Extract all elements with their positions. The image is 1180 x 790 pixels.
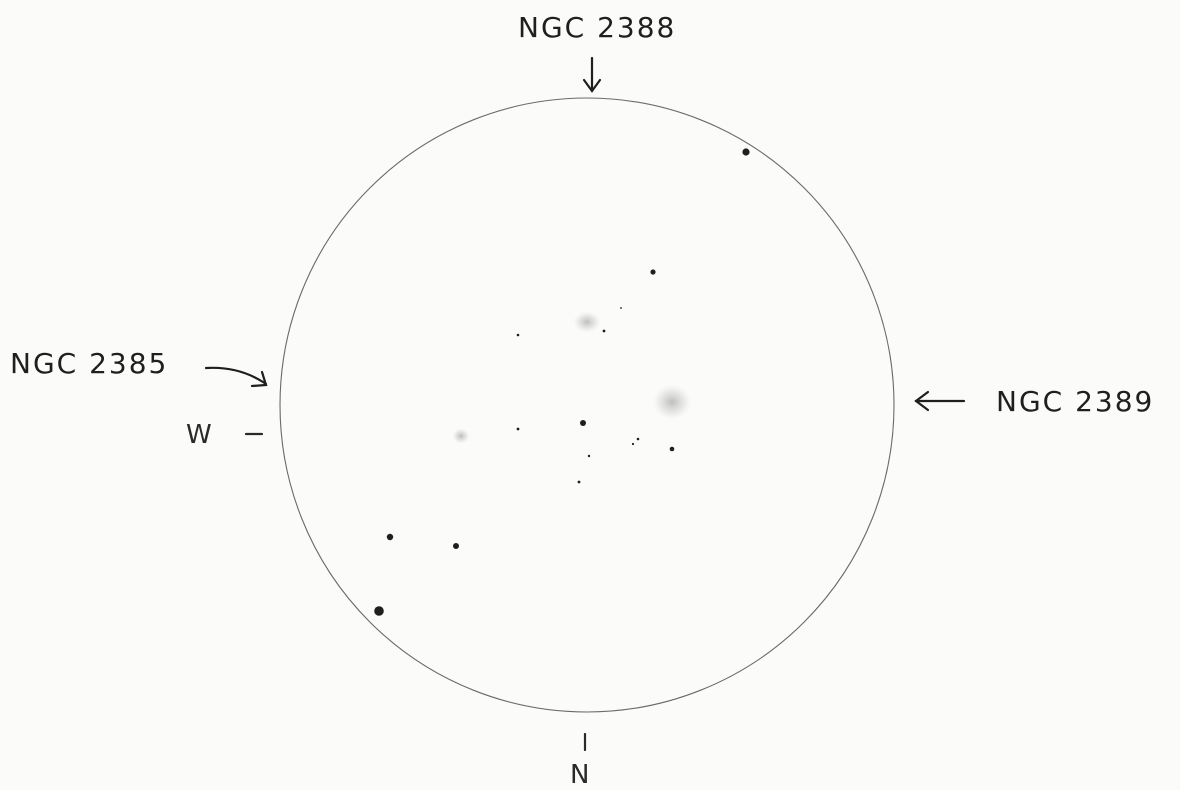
star — [386, 533, 394, 541]
label-ngc2389: NGC 2389 — [996, 385, 1155, 418]
star — [587, 454, 591, 458]
direction-label-north: N — [570, 760, 590, 790]
star — [602, 329, 606, 333]
galaxy-ngc2385-smudge — [452, 428, 470, 444]
star — [577, 480, 581, 484]
star — [516, 427, 520, 431]
field-of-view-circle — [279, 97, 895, 713]
arrow-left-icon — [914, 390, 966, 412]
star — [636, 437, 640, 441]
star — [580, 420, 586, 426]
direction-label-west: W — [186, 420, 212, 450]
galaxy-ngc2389-smudge — [652, 384, 692, 420]
star — [669, 446, 675, 452]
arrow-right-icon — [204, 366, 268, 388]
star — [650, 269, 656, 275]
star — [516, 333, 520, 337]
label-ngc2388: NGC 2388 — [518, 11, 677, 44]
star — [620, 307, 622, 309]
star — [453, 543, 459, 549]
stars — [374, 148, 750, 616]
star — [374, 606, 384, 616]
arrow-down-icon — [582, 56, 602, 93]
star — [631, 442, 635, 446]
galaxy-ngc2388-smudge — [573, 311, 601, 333]
star — [742, 148, 750, 156]
label-ngc2385: NGC 2385 — [10, 347, 169, 380]
